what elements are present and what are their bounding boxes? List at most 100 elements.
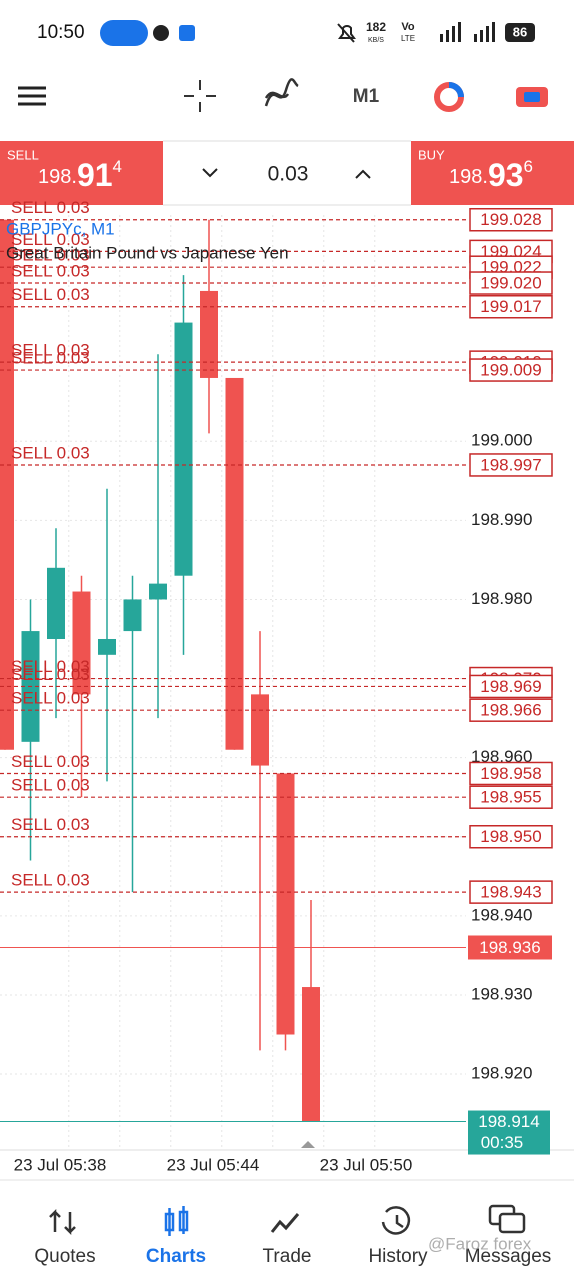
order-price: 199.017 xyxy=(480,297,541,316)
crosshair-icon[interactable] xyxy=(184,80,216,112)
order-price-box xyxy=(469,358,553,382)
order-label: SELL 0.03 xyxy=(11,262,90,281)
order-price-box xyxy=(469,761,553,786)
clock: 10:50 xyxy=(37,22,85,43)
candle-body xyxy=(47,567,65,639)
nav-label[interactable]: History xyxy=(368,1246,428,1267)
order-price-box xyxy=(469,880,553,904)
chart: 199.000198.990198.980198.970198.960198.9… xyxy=(0,198,574,1174)
order-price: 198.969 xyxy=(480,677,541,696)
order-label: SELL 0.03 xyxy=(11,752,90,771)
signal-icons xyxy=(440,22,495,42)
volume[interactable]: 0.03 xyxy=(268,163,309,186)
order-price-box xyxy=(469,785,553,809)
order-price: 199.020 xyxy=(480,274,541,293)
order-label: SELL 0.03 xyxy=(11,689,90,708)
chart-title: GBPJPYc, M1 xyxy=(6,219,115,238)
candle-body xyxy=(225,377,244,750)
menu-icon[interactable] xyxy=(18,86,46,106)
net-speed-unit: KB/S xyxy=(368,37,384,44)
order-label: SELL 0.03 xyxy=(11,349,90,368)
candle-body xyxy=(72,591,91,695)
nav-label[interactable]: Trade xyxy=(263,1246,312,1267)
hotspot-icon xyxy=(100,20,148,46)
y-tick-label: 198.980 xyxy=(471,589,532,608)
timeframe[interactable]: M1 xyxy=(353,86,380,107)
candle-body xyxy=(149,583,167,600)
buy-label: BUY xyxy=(418,147,445,162)
sell-button[interactable] xyxy=(0,141,163,205)
sell-label: SELL xyxy=(7,147,39,162)
order-label: SELL 0.03 xyxy=(11,341,90,360)
x-tick-label: 23 Jul 05:44 xyxy=(167,1155,260,1174)
order-price: 198.966 xyxy=(480,701,541,720)
y-tick-label: 199.000 xyxy=(471,431,532,450)
y-tick-label: 198.990 xyxy=(471,510,532,529)
candle-body xyxy=(302,987,320,1122)
volte-type: LTE xyxy=(401,34,415,43)
watermark: @Faroz forex xyxy=(428,1234,532,1253)
order-price: 198.958 xyxy=(480,764,541,783)
volume-down[interactable] xyxy=(202,168,218,178)
battery-level: 86 xyxy=(513,24,527,39)
order-label: SELL 0.03 xyxy=(11,285,90,304)
mute-icon xyxy=(337,23,356,43)
candle-body xyxy=(0,219,14,750)
order-price-box xyxy=(469,674,553,699)
candle-body xyxy=(251,694,269,766)
bid-marker xyxy=(301,1141,315,1148)
nav-label[interactable]: Messages xyxy=(465,1246,552,1267)
order-price-box xyxy=(469,295,553,319)
chart-subtitle: Great Britain Pound vs Japanese Yen xyxy=(6,243,289,262)
buy-price: 198.936 xyxy=(449,157,533,193)
order-price-box xyxy=(469,453,553,477)
order-label: SELL 0.03 xyxy=(11,198,90,217)
ask-price: 198.936 xyxy=(479,938,540,957)
sell-price: 198.914 xyxy=(38,157,122,193)
order-label: SELL 0.03 xyxy=(11,443,90,462)
order-price: 199.009 xyxy=(480,361,541,380)
trade-nav-icon xyxy=(270,1213,300,1233)
candle-body xyxy=(174,322,193,576)
net-speed: 182 xyxy=(366,20,386,34)
bid-price: 198.914 xyxy=(478,1112,539,1131)
order-label: SELL 0.03 xyxy=(11,776,90,795)
order-label: SELL 0.03 xyxy=(11,665,90,684)
order-price: 198.950 xyxy=(480,827,541,846)
history-icon xyxy=(381,1206,411,1235)
order-label: SELL 0.03 xyxy=(11,815,90,834)
y-tick-label: 198.960 xyxy=(471,747,532,766)
buy-button[interactable] xyxy=(411,141,574,205)
order-price: 198.943 xyxy=(480,883,541,902)
bar-countdown: 00:35 xyxy=(481,1133,524,1152)
y-tick-label: 198.920 xyxy=(471,1064,532,1083)
indicators-icon[interactable] xyxy=(264,78,299,107)
order-price-box xyxy=(469,271,553,295)
order-label: SELL 0.03 xyxy=(11,871,90,890)
order-price: 199.028 xyxy=(480,210,541,229)
trade-icon-part xyxy=(524,92,540,102)
y-tick-label: 198.930 xyxy=(471,984,532,1003)
objects-icon-part xyxy=(448,82,464,98)
bottom-nav: Quotes Charts Trade History Messages xyxy=(34,1246,551,1267)
x-tick-label: 23 Jul 05:38 xyxy=(14,1155,107,1174)
nav-label[interactable]: Charts xyxy=(146,1246,206,1267)
candle-body xyxy=(276,773,295,1035)
x-tick-label: 23 Jul 05:50 xyxy=(320,1155,413,1174)
order-price: 198.955 xyxy=(480,788,541,807)
order-price-box xyxy=(469,207,553,232)
order-label: SELL 0.03 xyxy=(11,246,90,265)
bid-box xyxy=(468,1110,550,1155)
messages-icon xyxy=(488,1204,526,1234)
snap-icon xyxy=(153,25,169,41)
ask-box xyxy=(468,935,552,960)
order-label: SELL 0.03 xyxy=(11,230,90,249)
order-price-box xyxy=(469,698,553,722)
candle-body xyxy=(123,599,142,632)
nav-label[interactable]: Quotes xyxy=(34,1246,95,1267)
volume-up[interactable] xyxy=(355,169,371,179)
volte: Vo xyxy=(401,21,415,33)
order-price-box xyxy=(469,825,553,849)
battery-icon xyxy=(505,23,535,42)
